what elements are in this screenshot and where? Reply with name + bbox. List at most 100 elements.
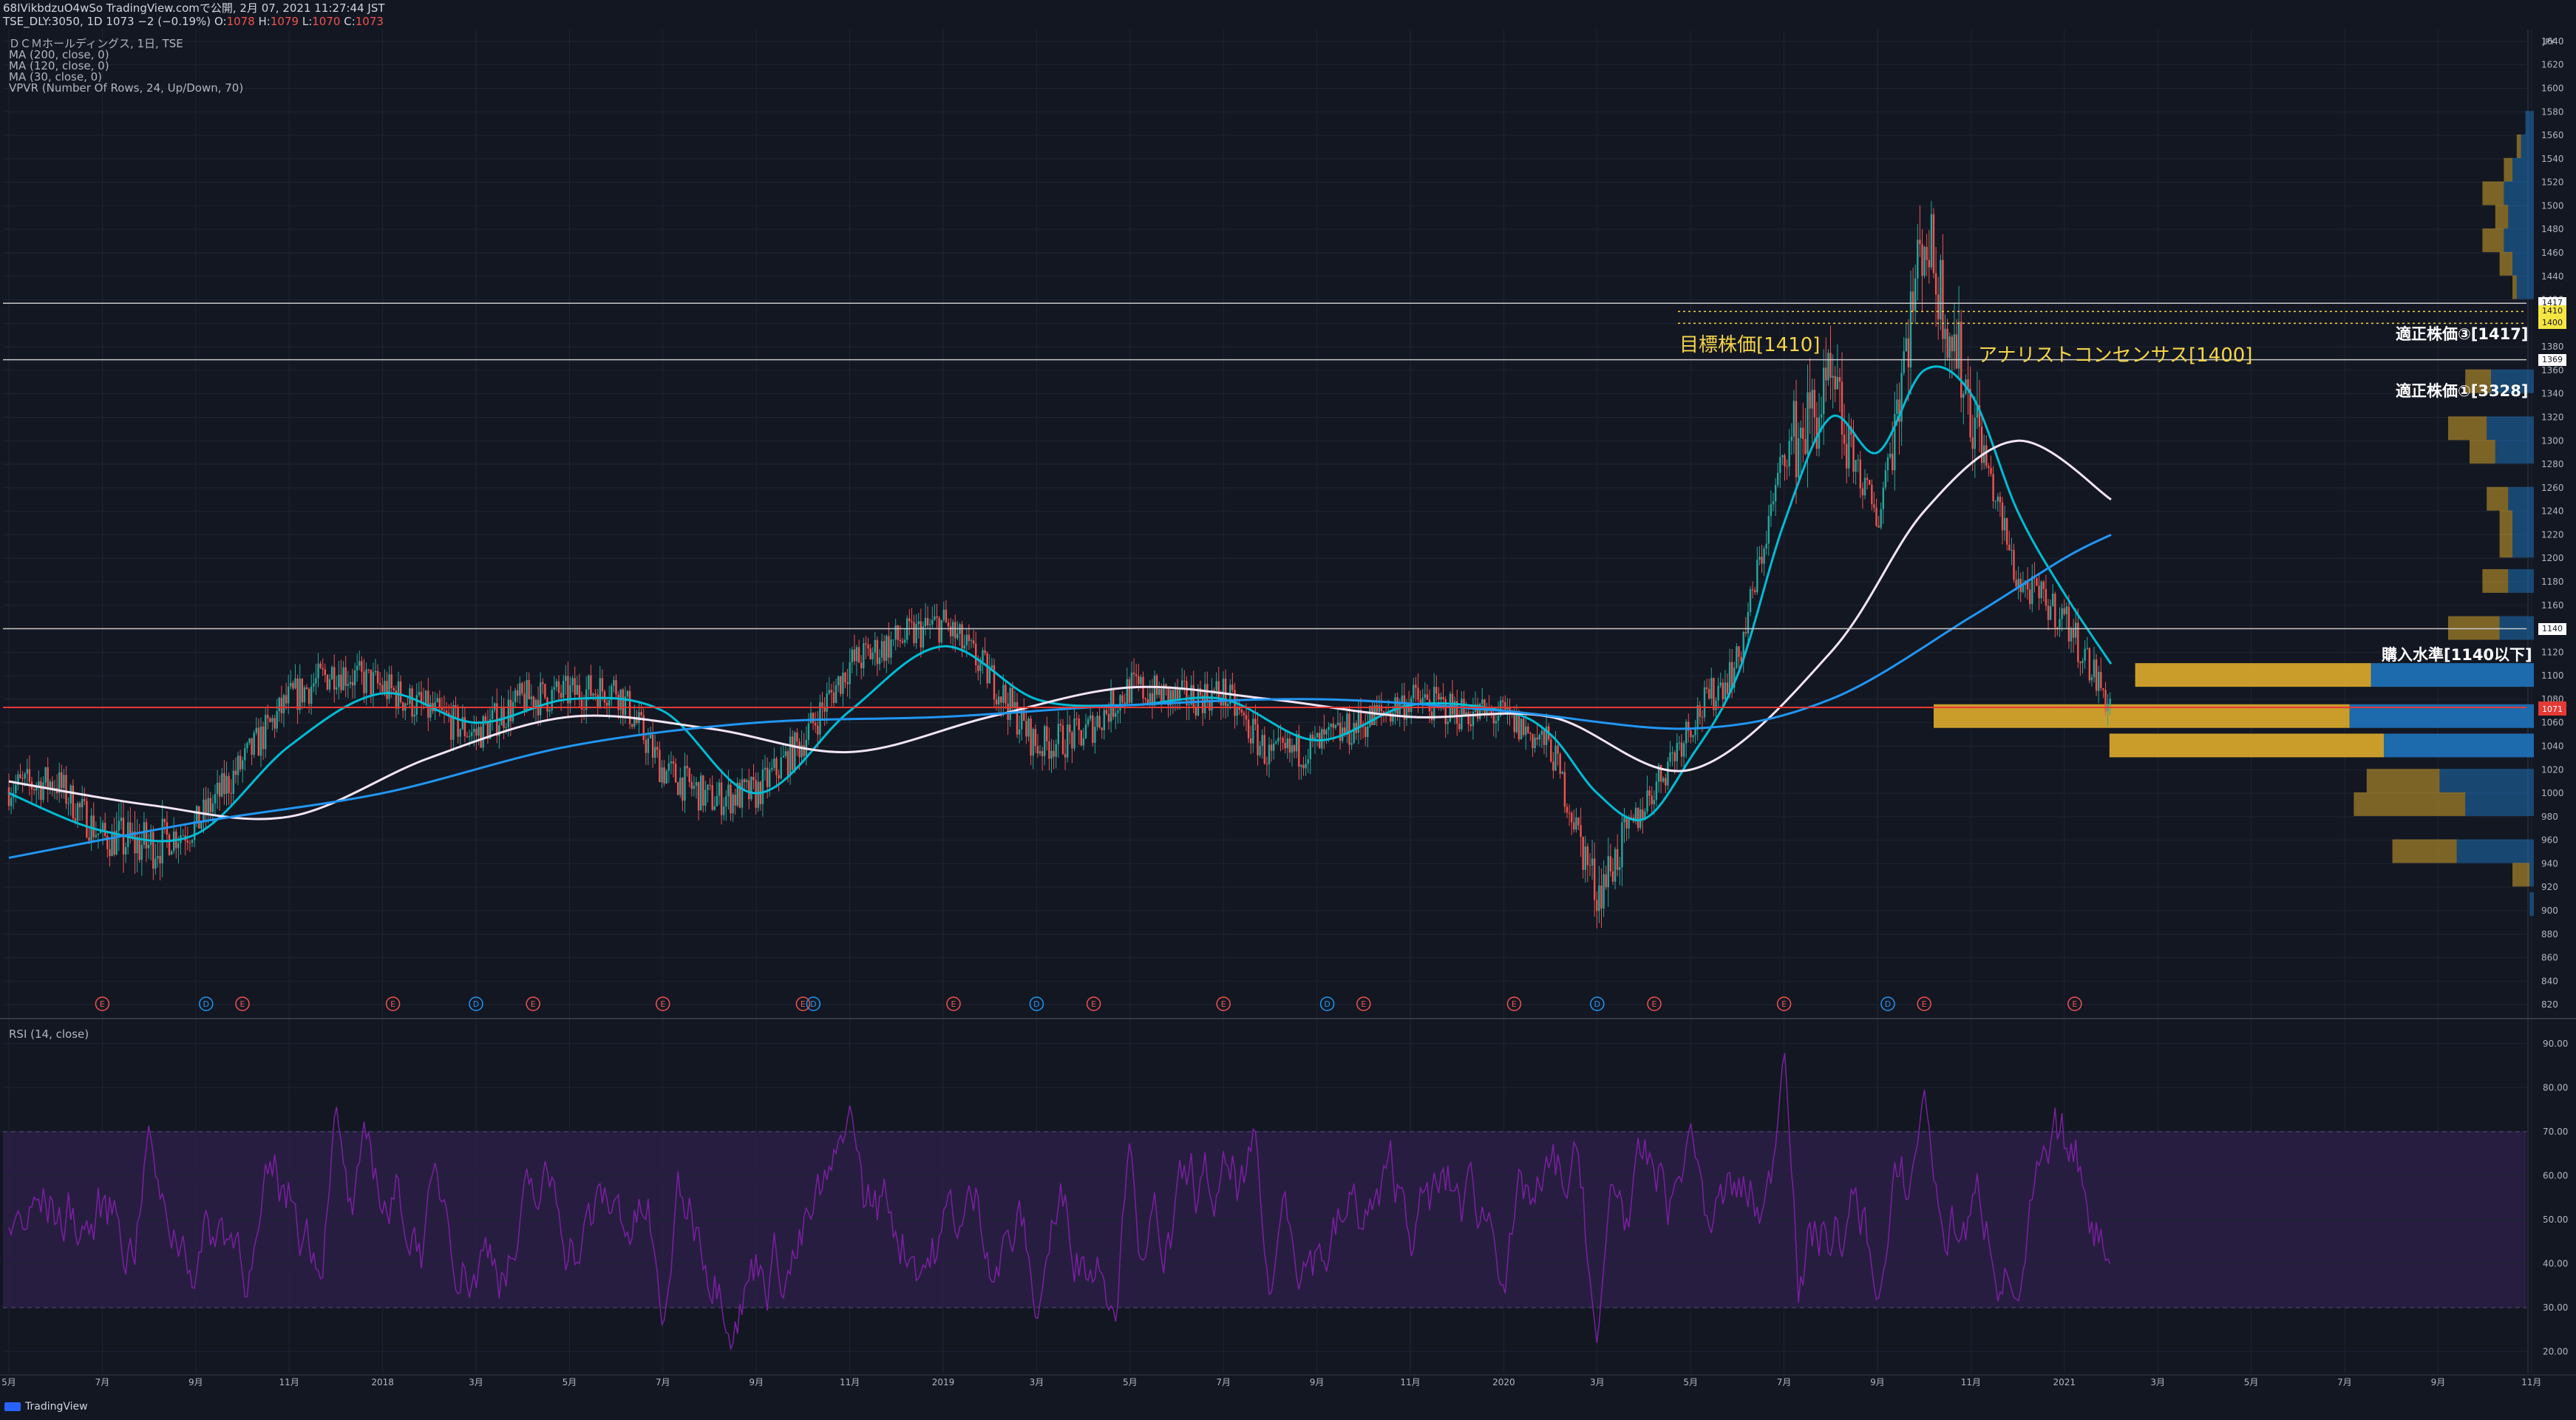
candle-body (242, 760, 244, 770)
candle-body (1442, 696, 1444, 699)
candle-body (498, 725, 500, 736)
candle-body (560, 693, 563, 699)
candle-body (750, 776, 752, 800)
candle-body (778, 775, 780, 779)
earnings-marker (656, 996, 670, 1011)
vp-bar-up (2512, 157, 2534, 182)
candle-body (317, 663, 319, 679)
candle-body (1820, 414, 1823, 418)
candle-body (33, 789, 35, 791)
candle-body (949, 626, 952, 636)
legend-ma200[interactable]: MA (200, close, 0) (9, 48, 109, 61)
legend-ma30[interactable]: MA (30, close, 0) (9, 70, 103, 84)
candle-body (1105, 710, 1108, 714)
time-tick-label: 2018 (371, 1377, 394, 1387)
candle-body (2047, 605, 2050, 620)
candle-body (1440, 696, 1442, 700)
candle-body (2104, 690, 2107, 712)
legend-vpvr[interactable]: VPVR (Number Of Rows, 24, Up/Down, 70) (9, 81, 244, 95)
candle-body (1053, 750, 1055, 757)
event-marker-label: E (531, 999, 536, 1009)
legend-symbol-name[interactable]: ＤＣＭホールディングス, 1日, TSE (9, 37, 183, 50)
price-badge: 1140 (2538, 622, 2566, 635)
candle-body (1811, 390, 1813, 409)
candle-body (2070, 628, 2073, 642)
candle-body (1967, 379, 1969, 389)
candle-body (267, 715, 269, 719)
candle-body (459, 729, 461, 737)
candle-body (693, 785, 696, 789)
dividend-marker (469, 996, 483, 1011)
candle-body (784, 751, 787, 756)
candle-body (494, 703, 496, 710)
event-marker-label: E (660, 999, 665, 1009)
candle-body (1444, 699, 1447, 724)
candle-body (409, 688, 411, 704)
vp-bar-up (2384, 733, 2534, 758)
symbol: TSE_DLY:3050, 1D (3, 15, 103, 28)
tradingview-logo[interactable]: TradingView (4, 1401, 88, 1413)
candle-body (1330, 723, 1332, 727)
candle-body (1357, 710, 1360, 733)
candle-body (17, 774, 19, 785)
candle-body (1311, 734, 1314, 739)
candle-body (521, 683, 523, 694)
candle-body (1678, 742, 1681, 744)
candle-body (1199, 688, 1202, 696)
candle-body (1921, 244, 1923, 276)
candle-body (1288, 738, 1291, 753)
time-tick-label: 5月 (1683, 1377, 1698, 1387)
time-tick-label: 7月 (95, 1377, 110, 1387)
candle-body (1472, 711, 1475, 727)
candle-body (1231, 684, 1234, 690)
candle-body (1112, 690, 1115, 717)
rsi-tick-label: 60.00 (2543, 1170, 2568, 1180)
price-tick-label: 1040 (2541, 741, 2564, 751)
candle-body (1584, 846, 1586, 870)
legend-ma120[interactable]: MA (120, close, 0) (9, 59, 109, 72)
rsi-legend[interactable]: RSI (14, close) (9, 1027, 89, 1041)
price-tick-label: 940 (2541, 858, 2558, 869)
candle-body (828, 690, 830, 694)
candle-body (903, 639, 906, 643)
candle-body (534, 699, 537, 709)
candle-body (1996, 496, 1999, 501)
candle-body (1644, 811, 1646, 821)
rsi-tick-label: 30.00 (2543, 1302, 2568, 1313)
candle-body (700, 775, 702, 811)
candle-body (815, 723, 817, 726)
vp-bar-down (2465, 369, 2491, 393)
candle-body (2100, 672, 2102, 688)
candle-body (1634, 807, 1637, 822)
candle-body (363, 671, 365, 693)
candle-body (853, 649, 856, 662)
candle-body (1016, 701, 1019, 735)
price-tick-label: 1580 (2541, 106, 2564, 117)
candle-body (489, 719, 492, 739)
price-tick-label: 1520 (2541, 177, 2564, 188)
candle-body (299, 678, 301, 710)
candle-body (358, 661, 361, 666)
event-marker-label: D (810, 999, 816, 1009)
candle-body (292, 682, 294, 689)
candle-body (63, 775, 65, 789)
candle-body (551, 690, 553, 710)
candle-body (44, 767, 47, 783)
candle-body (1894, 414, 1896, 471)
candle-body (147, 844, 150, 849)
candle-body (1694, 728, 1696, 736)
candle-body (177, 843, 180, 849)
candle-body (1619, 867, 1621, 870)
candle-body (1316, 733, 1319, 738)
candle-body (1252, 719, 1254, 744)
candle-body (2049, 606, 2052, 620)
candle-body (1655, 781, 1658, 801)
price-tick-label: 1320 (2541, 412, 2564, 422)
price-tick-label: 920 (2541, 882, 2558, 892)
candle-body (237, 755, 239, 775)
candle-body (1637, 807, 1639, 828)
candle-body (1275, 741, 1277, 744)
candle-body (58, 772, 61, 794)
vp-bar-up (2349, 704, 2534, 728)
